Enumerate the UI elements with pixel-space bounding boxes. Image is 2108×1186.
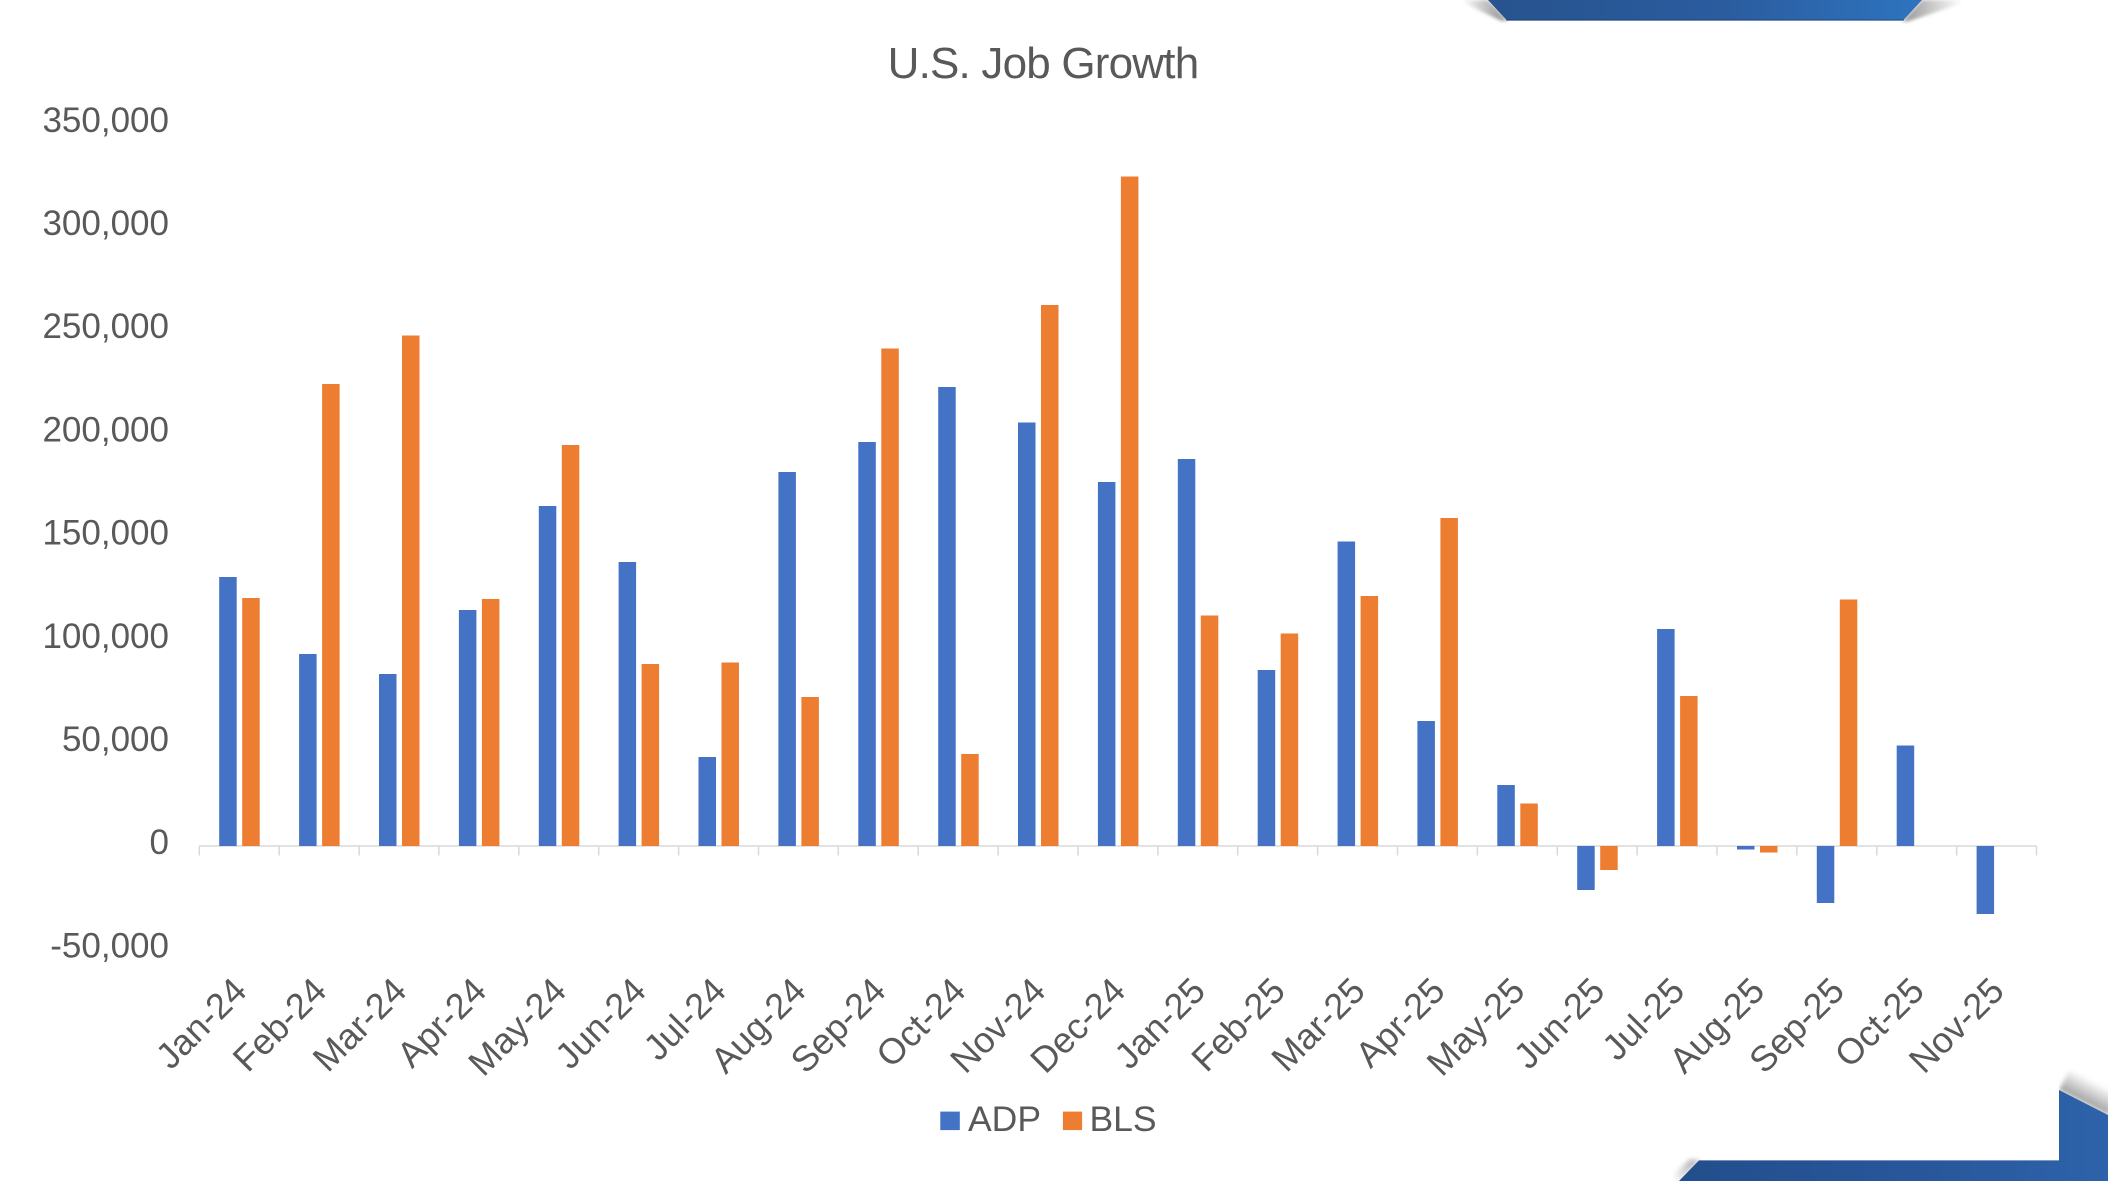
svg-text:350,000: 350,000 [42,101,169,140]
svg-text:-50,000: -50,000 [50,927,169,966]
svg-text:ADP: ADP [968,1099,1041,1139]
svg-text:0: 0 [150,823,169,862]
svg-text:150,000: 150,000 [42,514,169,553]
svg-text:50,000: 50,000 [62,720,169,759]
svg-text:300,000: 300,000 [42,204,169,243]
svg-text:100,000: 100,000 [42,617,169,656]
svg-text:U.S. Job Growth: U.S. Job Growth [888,39,1199,88]
svg-text:Jun-25: Jun-25 [1506,970,1613,1077]
svg-text:200,000: 200,000 [42,410,169,449]
svg-text:BLS: BLS [1090,1099,1157,1139]
svg-text:250,000: 250,000 [42,307,169,346]
svg-text:Jun-24: Jun-24 [547,970,654,1077]
